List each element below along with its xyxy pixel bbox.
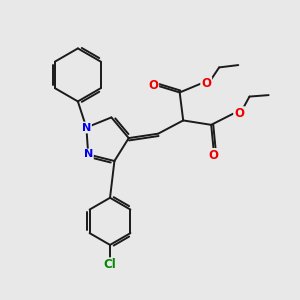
Text: N: N — [84, 149, 93, 160]
Text: N: N — [82, 122, 91, 133]
Text: O: O — [208, 149, 218, 162]
Text: O: O — [234, 107, 244, 120]
Text: O: O — [201, 77, 211, 90]
Text: Cl: Cl — [103, 258, 116, 272]
Text: O: O — [148, 80, 158, 92]
